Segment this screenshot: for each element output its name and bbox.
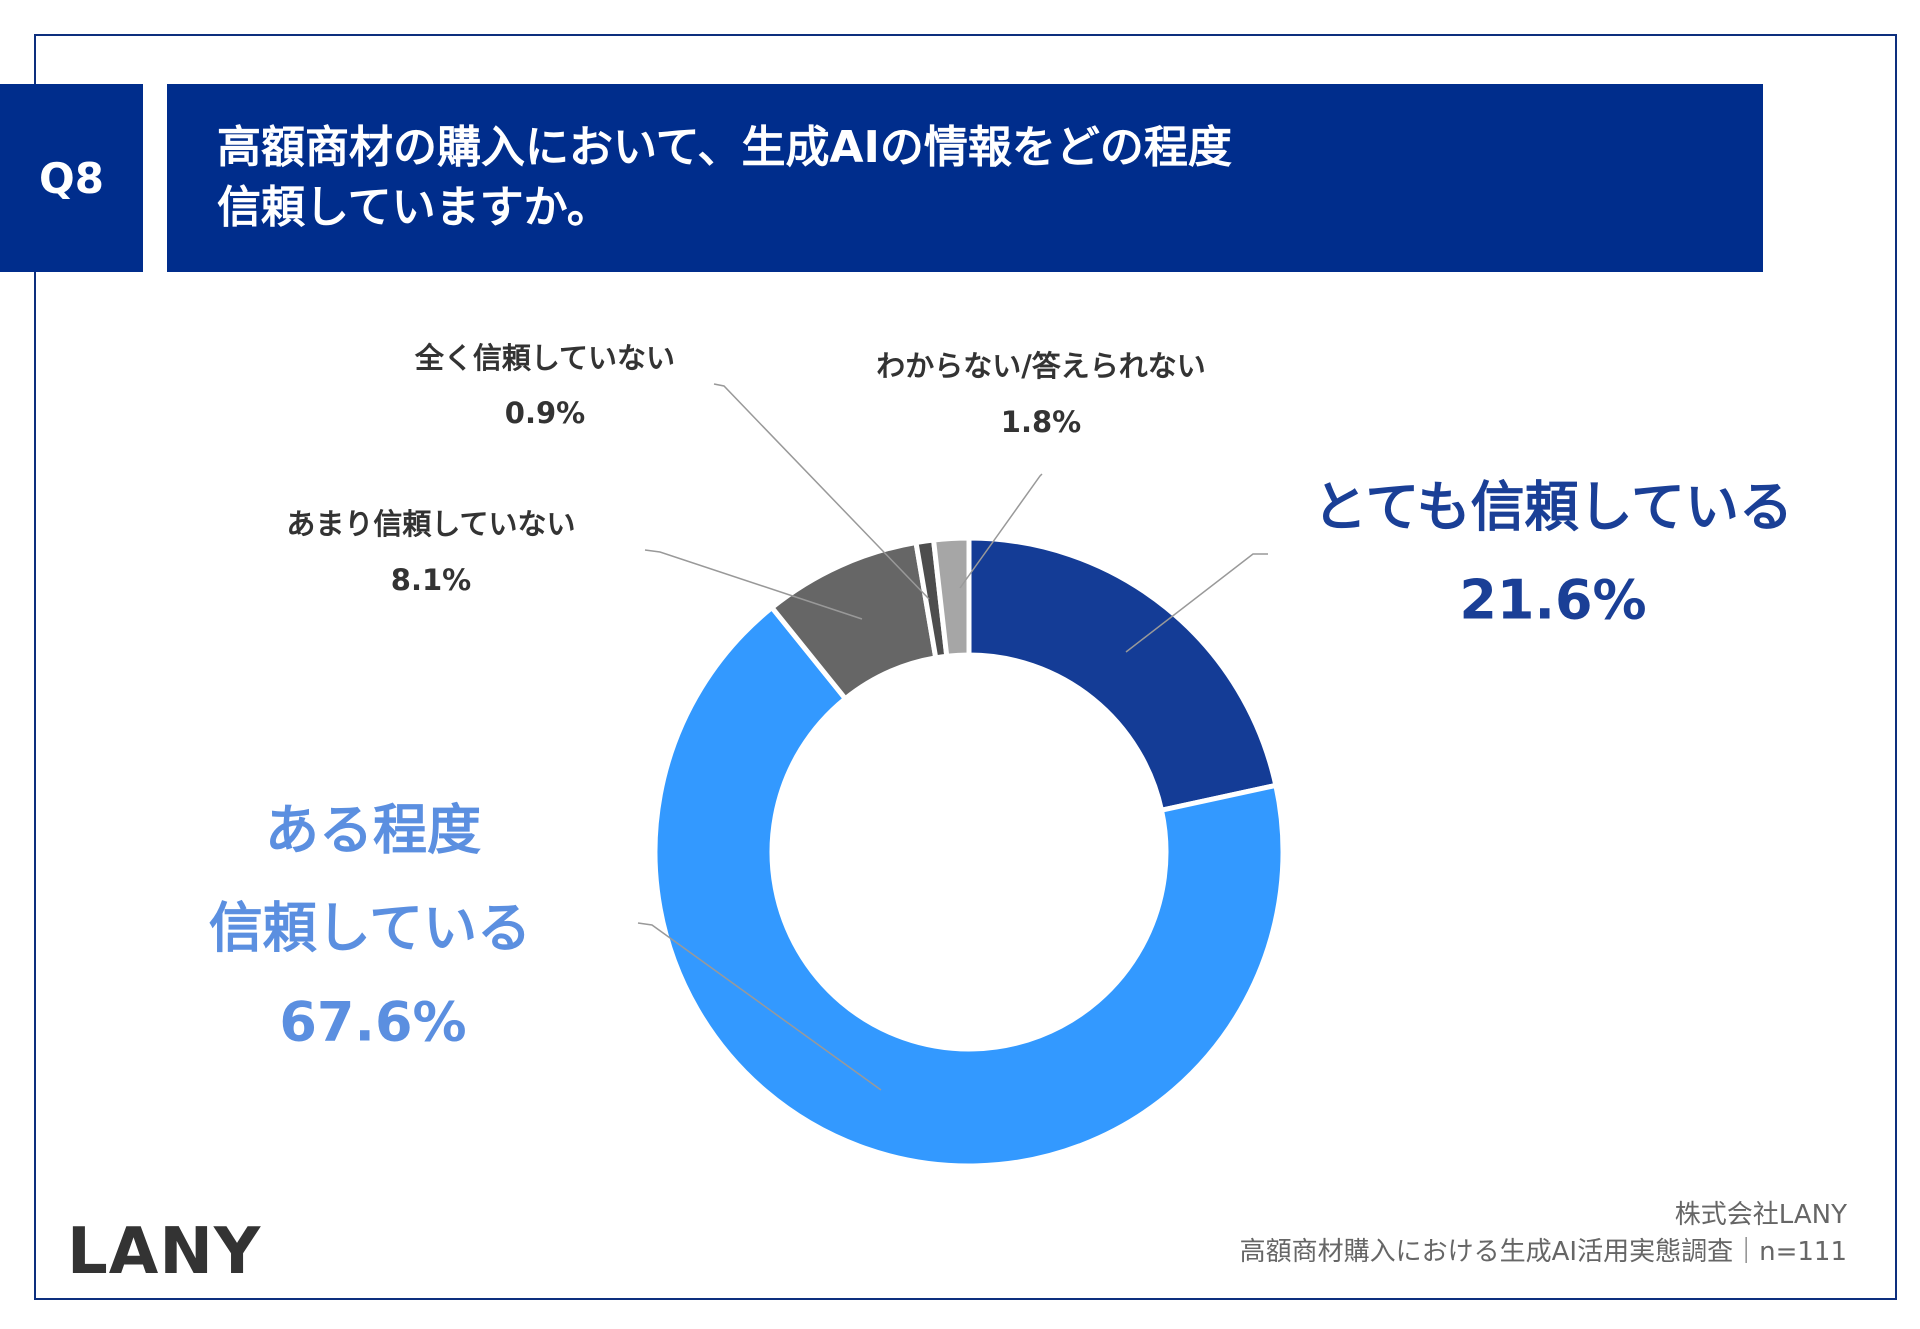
donut-slice-1 [652, 604, 1286, 1169]
slide-frame [34, 34, 1897, 1300]
leader-line-very [1125, 553, 1268, 653]
label-somewhat-trust-1: ある程度 [265, 798, 481, 862]
leader-line-not-at-all [713, 383, 930, 600]
label-dont-know: わからない/答えられない [876, 349, 1206, 383]
question-title: 高額商材の購入において、生成AIの情報をどの程度 信頼していますか。 [167, 84, 1763, 272]
lany-logo: LANY [67, 1215, 262, 1289]
question-number: Q8 [0, 84, 143, 272]
title-line-2: 信頼していますか。 [217, 182, 611, 233]
footer-survey: 高額商材購入における生成AI活用実態調査｜n=111 [1239, 1237, 1847, 1267]
value-not-much: 8.1% [390, 563, 472, 597]
leader-line-dont-know [959, 473, 1043, 589]
label-very-trust: とても信頼している [1312, 475, 1794, 539]
label-not-much: あまり信頼していない [286, 507, 576, 541]
value-somewhat-trust: 67.6% [279, 990, 467, 1054]
leader-line-somewhat [637, 922, 882, 1091]
title-line-1: 高額商材の購入において、生成AIの情報をどの程度 [217, 122, 1232, 173]
label-somewhat-trust-2: 信頼している [208, 896, 532, 960]
label-not-at-all: 全く信頼していない [414, 341, 676, 375]
donut-slice-4 [930, 535, 972, 660]
value-not-at-all: 0.9% [504, 396, 586, 430]
leader-line-not-much [644, 549, 863, 620]
donut-slice-0 [966, 535, 1279, 814]
value-dont-know: 1.8% [1000, 405, 1082, 439]
value-very-trust: 21.6% [1459, 568, 1647, 632]
footer-company: 株式会社LANY [1674, 1200, 1847, 1230]
